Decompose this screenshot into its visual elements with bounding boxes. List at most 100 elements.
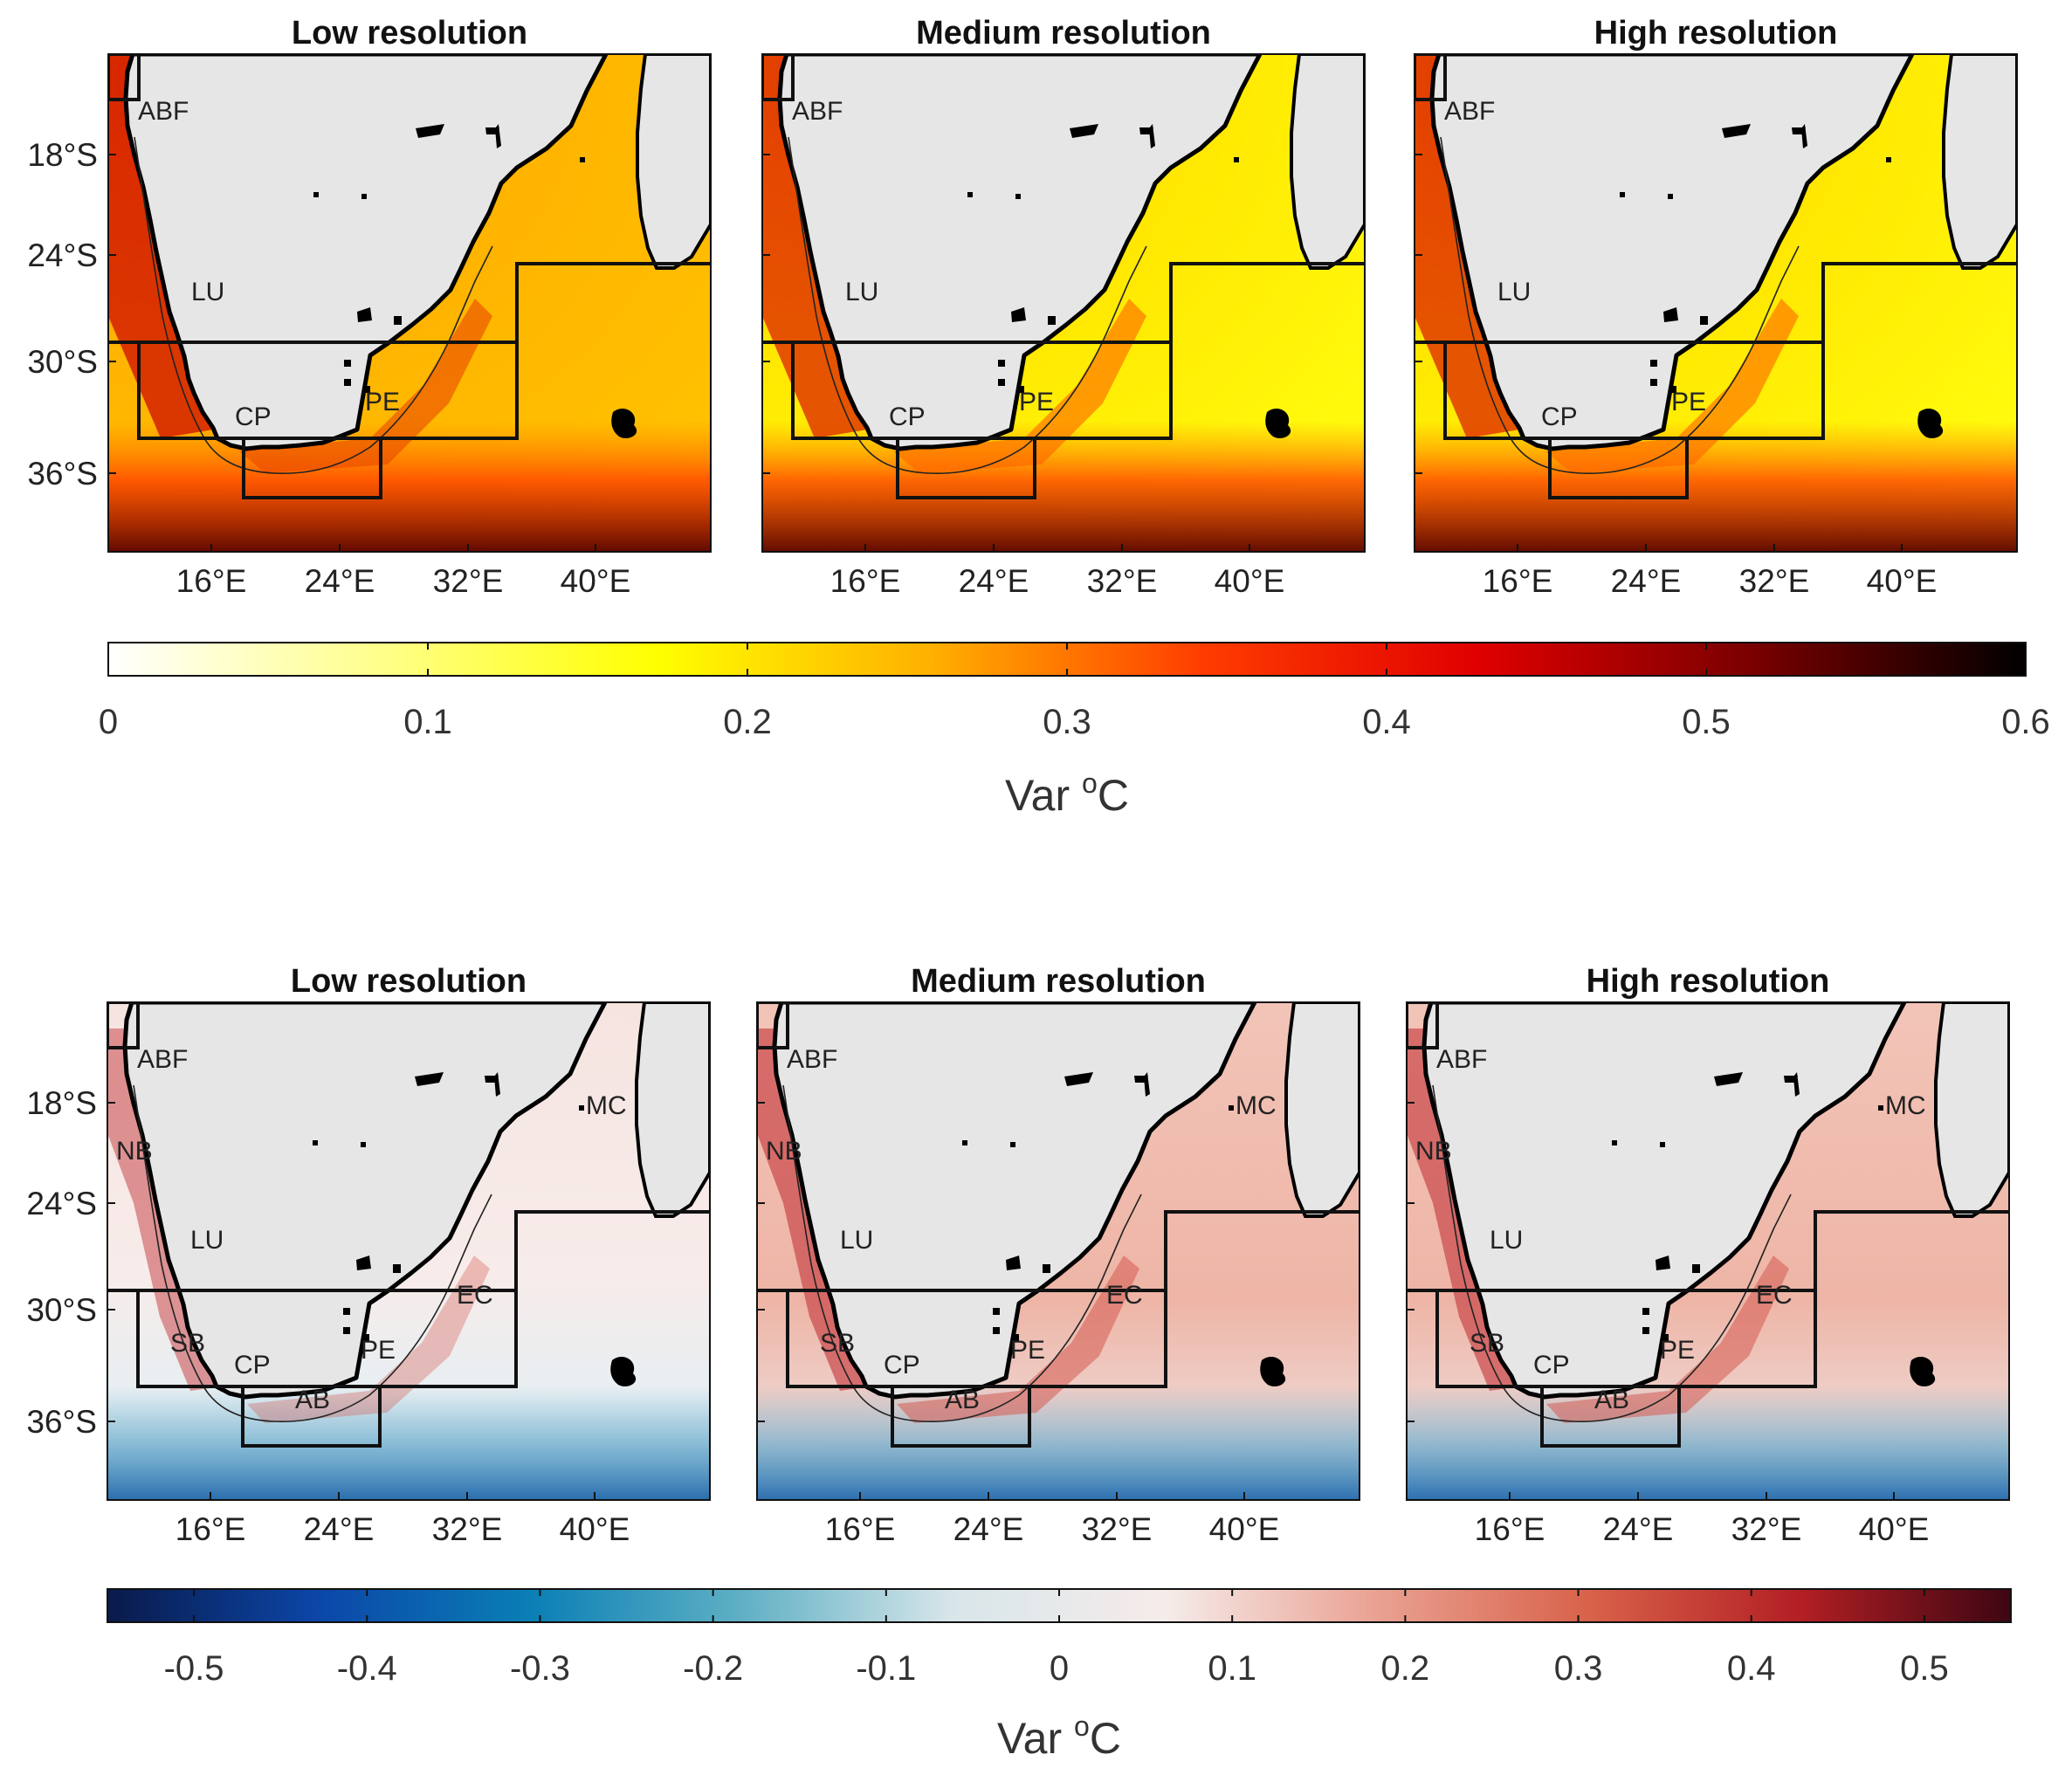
lat-tick-label: 36°S bbox=[27, 456, 98, 492]
madagascar bbox=[1290, 54, 1365, 270]
southern-band bbox=[1407, 1386, 2009, 1500]
top-panel-1: Low resolution ABF LU CP PE 16°E 24°E 32°E 40°E 1… bbox=[27, 15, 712, 599]
site-label: CP bbox=[234, 1351, 271, 1379]
top-colorbar-tick-label: 0.1 bbox=[403, 703, 452, 741]
site-label: CP bbox=[884, 1351, 920, 1379]
site-label: PE bbox=[1671, 388, 1706, 416]
site-label: SB bbox=[170, 1329, 205, 1358]
agulhas-band bbox=[239, 299, 492, 473]
lon-tick-label: 24°E bbox=[305, 563, 375, 599]
site-label: SB bbox=[820, 1329, 855, 1358]
southern-band bbox=[757, 1386, 1360, 1500]
site-label: PE bbox=[361, 1336, 396, 1365]
region-box-south bbox=[241, 1385, 382, 1448]
bottom-colorbar: -0.5 -0.4 -0.3 -0.2 -0.1 0 0.1 0.2 0.3 0.4 0.5 Var… bbox=[107, 1588, 2012, 1763]
lon-tick-label: 24°E bbox=[959, 563, 1029, 599]
map-area: ABF LU CP PE bbox=[108, 54, 711, 552]
bottom-colorbar-tick-label: 0.1 bbox=[1208, 1649, 1256, 1688]
region-box-north bbox=[107, 1002, 140, 1049]
axes-frame bbox=[1414, 53, 2018, 553]
madagascar bbox=[636, 54, 711, 270]
axes-frame bbox=[107, 53, 712, 553]
bottom-colorbar-tick-label: 0.3 bbox=[1554, 1649, 1603, 1688]
map-area: ABF NB LU SB CP AB PE EC MC bbox=[757, 1002, 1360, 1500]
site-label: AB bbox=[945, 1386, 980, 1414]
panel-title: Low resolution bbox=[291, 963, 527, 1000]
site-label: NB bbox=[1415, 1137, 1452, 1166]
site-label: LU bbox=[190, 1226, 224, 1255]
region-box-east bbox=[1814, 1210, 2009, 1386]
lon-tick-label: 24°E bbox=[953, 1511, 1024, 1547]
site-label: ABF bbox=[137, 1045, 188, 1074]
lon-tick-label: 40°E bbox=[1209, 1511, 1280, 1547]
site-label: ABF bbox=[792, 97, 843, 126]
bottom-colorbar-tick-label: -0.3 bbox=[510, 1649, 570, 1688]
madagascar bbox=[635, 1002, 710, 1218]
bottom-colorbar-ticks: -0.5 -0.4 -0.3 -0.2 -0.1 0 0.1 0.2 0.3 0.4 0.5 bbox=[164, 1589, 1949, 1688]
agulhas-band bbox=[897, 1256, 1139, 1423]
panel-title: Medium resolution bbox=[916, 15, 1211, 52]
region-box-east bbox=[515, 262, 711, 438]
lon-tick-label: 32°E bbox=[1087, 563, 1158, 599]
site-label: NB bbox=[766, 1137, 802, 1166]
top-panel-3: High resolution ABF LU CP PE 16°E 24°E 32°E 40°E bbox=[1414, 15, 2018, 599]
lon-tick-label: 40°E bbox=[1867, 563, 1938, 599]
lat-tick-label: 18°S bbox=[26, 1085, 97, 1121]
site-label: PE bbox=[1660, 1336, 1695, 1365]
region-box-south bbox=[891, 1385, 1031, 1448]
region-box-south bbox=[896, 437, 1036, 499]
lon-tick-label: 24°E bbox=[1603, 1511, 1674, 1547]
top-colorbar-tick-label: 0.6 bbox=[2001, 703, 2050, 741]
lon-tick-label: 16°E bbox=[825, 1511, 896, 1547]
region-box-east bbox=[1821, 262, 2017, 438]
map-area: ABF NB LU SB CP AB PE EC MC bbox=[1407, 1002, 2009, 1500]
bottom-colorbar-tick-label: -0.4 bbox=[337, 1649, 397, 1688]
site-label: MC bbox=[586, 1091, 627, 1120]
site-label: NB bbox=[116, 1137, 153, 1166]
top-colorbar-tick-label: 0.3 bbox=[1043, 703, 1091, 741]
site-label: EC bbox=[1756, 1281, 1793, 1310]
region-box-east bbox=[1169, 262, 1365, 438]
site-label: PE bbox=[1010, 1336, 1045, 1365]
top-colorbar-label: Var oC bbox=[1005, 767, 1129, 820]
bottom-colorbar-tick-label: 0.2 bbox=[1381, 1649, 1430, 1688]
lon-tick-label: 16°E bbox=[176, 563, 247, 599]
lat-tick-label: 24°S bbox=[27, 237, 98, 273]
bottom-panel-3: High resolution ABF NB LU SB CP AB PE EC MC 16°E 24… bbox=[1406, 963, 2010, 1547]
top-colorbar-tick-label: 0 bbox=[99, 703, 118, 741]
top-colorbar-tick-label: 0.4 bbox=[1362, 703, 1411, 741]
region-box-north bbox=[108, 54, 141, 101]
site-label: CP bbox=[889, 402, 926, 431]
region-box-east bbox=[514, 1210, 710, 1386]
top-colorbar-tick-label: 0.2 bbox=[723, 703, 772, 741]
bottom-colorbar-label: Var oC bbox=[997, 1710, 1121, 1763]
agulhas-band bbox=[1545, 299, 1799, 473]
axes-frame bbox=[1406, 1001, 2010, 1501]
site-label: LU bbox=[1497, 278, 1531, 306]
site-label: AB bbox=[1594, 1386, 1629, 1414]
site-label: ABF bbox=[1436, 1045, 1487, 1074]
site-label: MC bbox=[1885, 1091, 1926, 1120]
lon-tick-label: 16°E bbox=[1483, 563, 1553, 599]
map-area: ABF NB LU SB CP AB PE EC MC bbox=[107, 1002, 710, 1500]
lon-tick-label: 16°E bbox=[1475, 1511, 1545, 1547]
site-label: PE bbox=[1019, 388, 1054, 416]
lon-tick-label: 40°E bbox=[561, 563, 631, 599]
lon-tick-label: 40°E bbox=[1859, 1511, 1930, 1547]
site-label: LU bbox=[191, 278, 224, 306]
bottom-panel-2: Medium resolution ABF NB LU SB CP AB PE EC MC 16°E… bbox=[756, 963, 1360, 1547]
region-box-south bbox=[1540, 1385, 1681, 1448]
southern-band bbox=[107, 1386, 710, 1500]
site-label: LU bbox=[840, 1226, 873, 1255]
site-label: ABF bbox=[787, 1045, 837, 1074]
lon-tick-label: 32°E bbox=[1739, 563, 1810, 599]
lon-tick-label: 16°E bbox=[176, 1511, 246, 1547]
region-box-south bbox=[1548, 437, 1689, 499]
site-label: CP bbox=[1541, 402, 1578, 431]
lon-tick-label: 24°E bbox=[1611, 563, 1682, 599]
panel-title: High resolution bbox=[1594, 15, 1838, 52]
site-label: EC bbox=[457, 1281, 493, 1310]
lat-tick-label: 24°S bbox=[26, 1186, 97, 1221]
lon-tick-label: 32°E bbox=[433, 563, 504, 599]
bottom-colorbar-tick-label: -0.5 bbox=[164, 1649, 224, 1688]
